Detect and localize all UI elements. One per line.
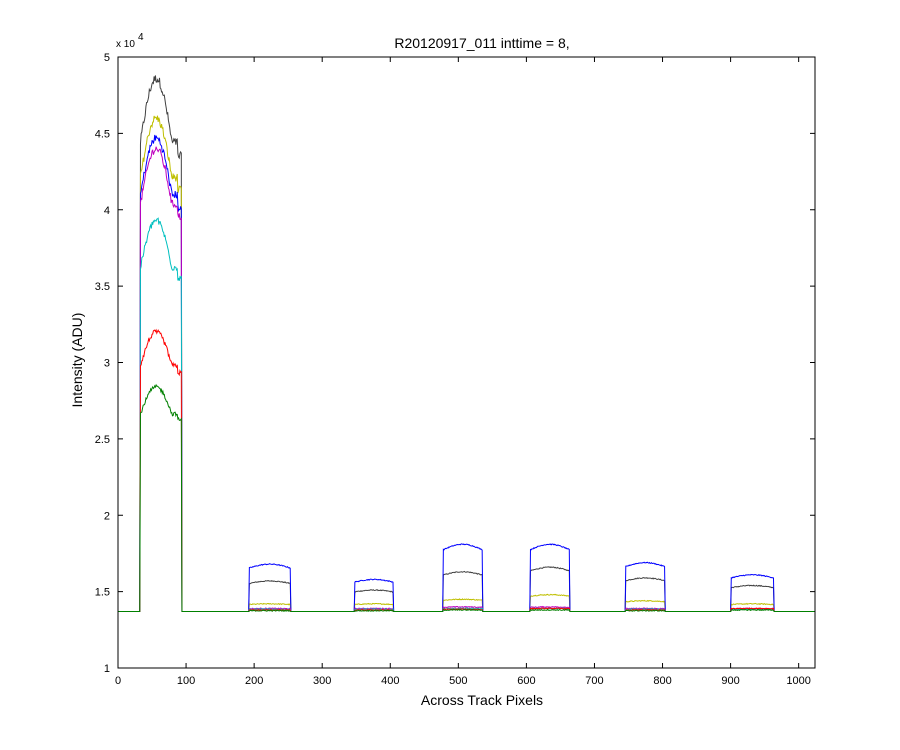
y-tick-label: 1.5: [95, 587, 110, 599]
x-tick-label: 0: [115, 675, 121, 687]
series-line: [118, 383, 815, 612]
y-tick-label: 5: [104, 52, 110, 64]
x-tick-label: 900: [721, 675, 739, 687]
y-tick-label: 3: [104, 358, 110, 370]
y-tick-label: 1: [104, 663, 110, 675]
tick-marks: 0 100 200 300 400 500 600 700 800 900 1000 1 1.5 2 2.5…: [95, 52, 815, 687]
y-tick-label: 2.5: [95, 434, 110, 446]
y-multiplier-label: x 10: [116, 39, 135, 50]
plot-lines: [118, 75, 815, 612]
y-tick-label: 4.5: [95, 128, 110, 140]
y-tick-label: 3.5: [95, 281, 110, 293]
x-axis-label: Across Track Pixels: [421, 692, 543, 708]
x-tick-label: 300: [313, 675, 331, 687]
x-tick-label: 700: [585, 675, 603, 687]
x-tick-label: 400: [381, 675, 399, 687]
y-axis-label: Intensity (ADU): [69, 313, 85, 408]
x-tick-label: 100: [177, 675, 195, 687]
y-multiplier-exponent: 4: [138, 32, 144, 43]
y-tick-label: 4: [104, 205, 110, 217]
y-tick-label: 2: [104, 510, 110, 522]
x-tick-label: 1000: [786, 675, 810, 687]
x-tick-label: 600: [517, 675, 535, 687]
x-tick-label: 200: [245, 675, 263, 687]
chart-title: R20120917_011 inttime = 8,: [394, 35, 569, 51]
x-tick-label: 500: [449, 675, 467, 687]
x-tick-label: 800: [653, 675, 671, 687]
